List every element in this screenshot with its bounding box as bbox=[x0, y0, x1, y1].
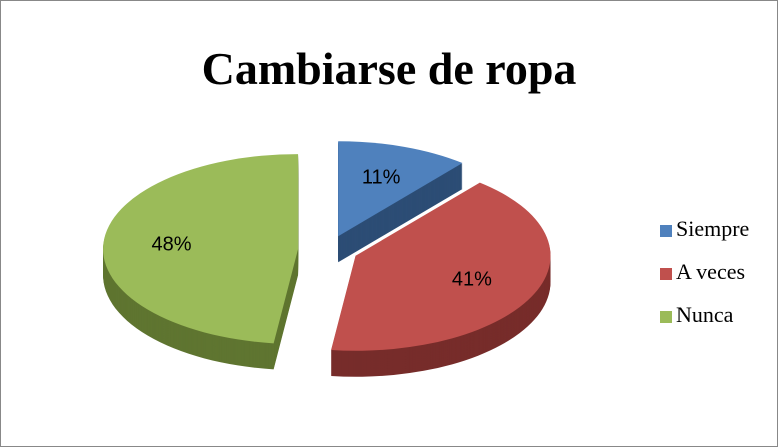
legend-text: Siempre bbox=[676, 216, 749, 241]
value-label: 11% bbox=[362, 166, 401, 188]
legend-swatch bbox=[660, 225, 672, 237]
chart-title: Cambiarse de ropa bbox=[202, 43, 577, 94]
value-label: 48% bbox=[152, 233, 192, 255]
value-label: 41% bbox=[452, 269, 492, 291]
pie-slice bbox=[331, 182, 551, 351]
legend-text: Nunca bbox=[676, 302, 734, 327]
pie-slice bbox=[338, 141, 463, 237]
legend-swatch bbox=[660, 311, 672, 323]
legend-swatch bbox=[660, 268, 672, 280]
legend-text: A veces bbox=[676, 259, 745, 284]
pie-slice bbox=[103, 154, 299, 344]
